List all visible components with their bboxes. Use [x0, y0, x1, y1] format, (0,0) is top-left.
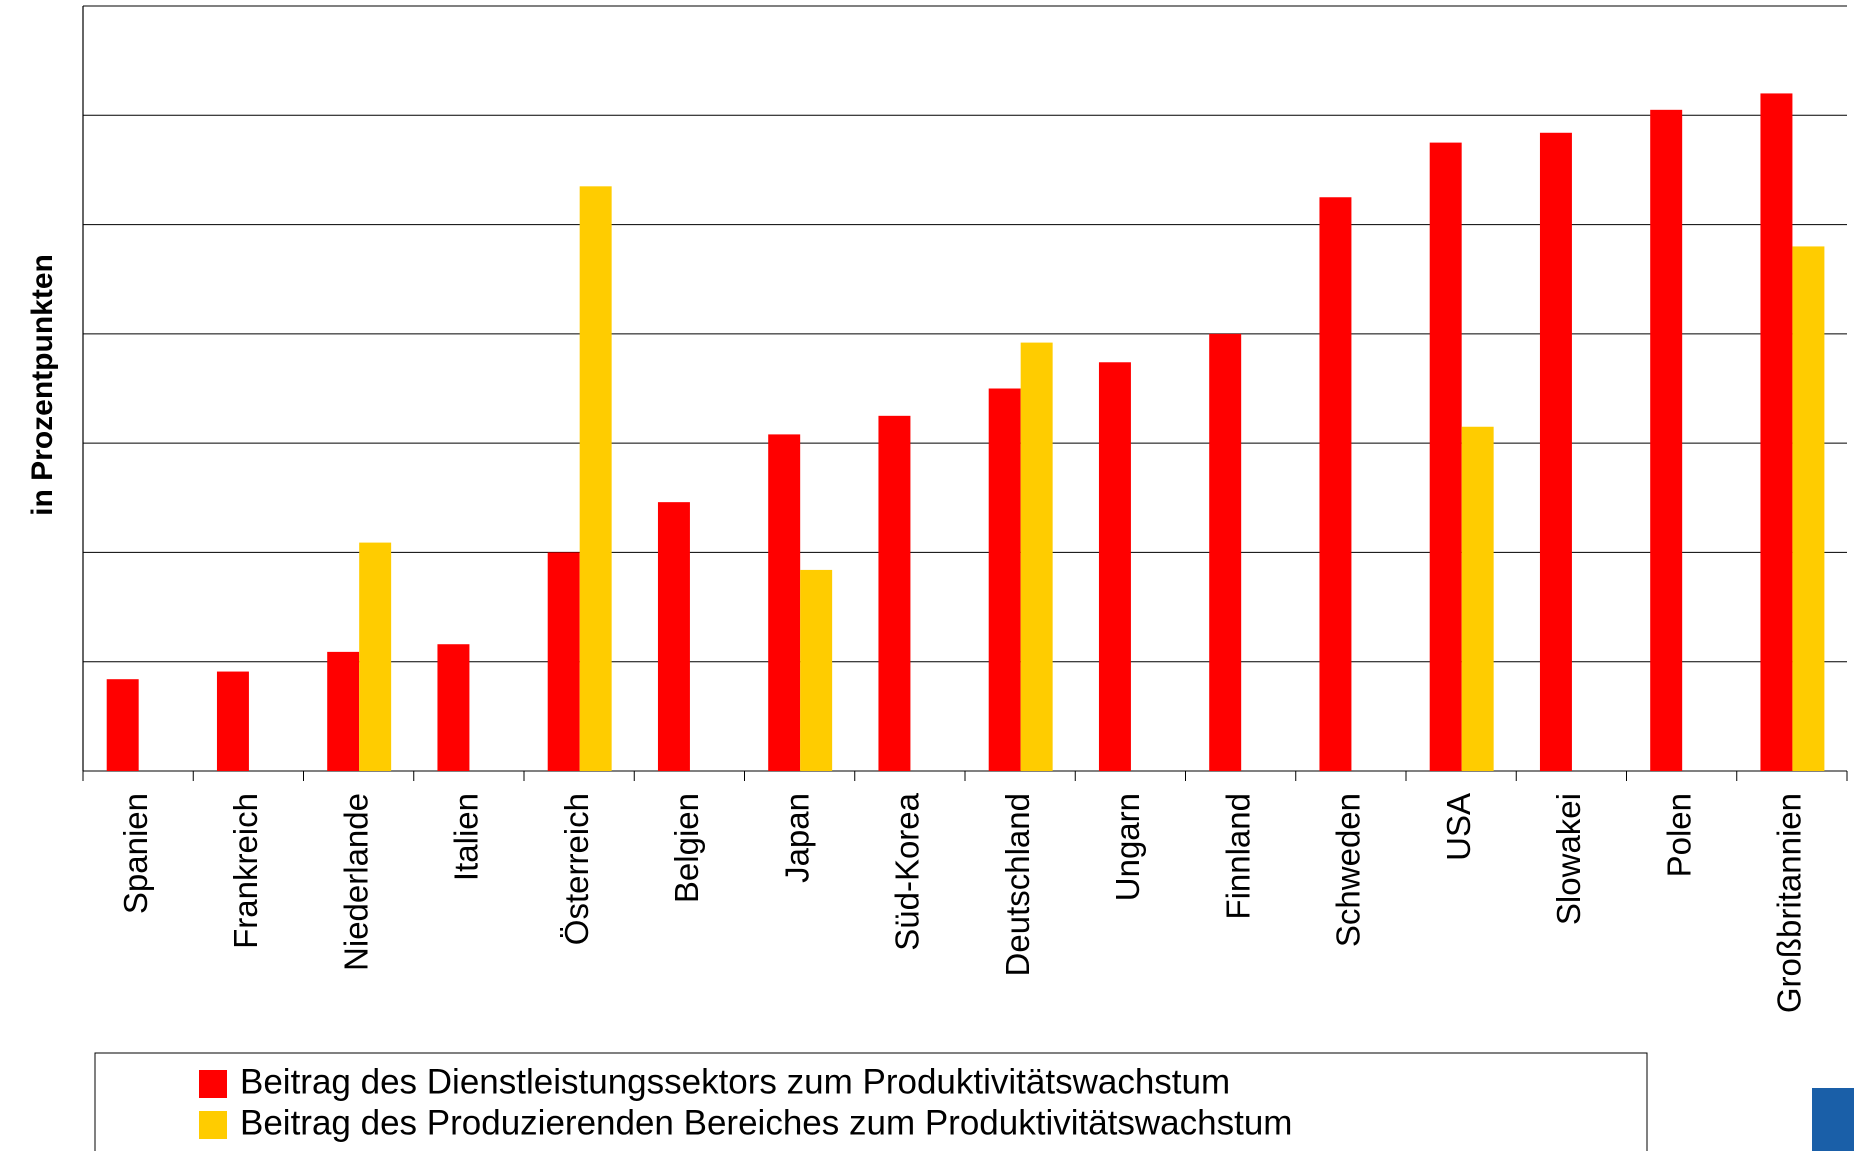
bar	[327, 651, 360, 771]
bar	[878, 415, 911, 771]
bar	[106, 679, 139, 771]
bar	[1650, 109, 1683, 772]
x-tick-label: Frankreich	[227, 793, 264, 949]
x-tick-label: Italien	[448, 793, 485, 881]
bar	[1539, 132, 1572, 771]
bar	[1209, 333, 1242, 771]
legend-label: Beitrag des Produzierenden Bereiches zum…	[240, 1103, 1292, 1142]
x-tick-label: Polen	[1660, 793, 1697, 877]
y-axis-label: in Prozentpunkten	[26, 254, 59, 516]
x-tick-label: Niederlande	[337, 793, 374, 971]
bar	[1461, 426, 1494, 771]
x-tick-label: Japan	[778, 793, 815, 883]
x-tick-label: Slowakei	[1550, 793, 1587, 925]
x-tick-label: Deutschland	[999, 793, 1036, 976]
bar	[800, 569, 833, 771]
x-tick-label: Ungarn	[1109, 793, 1146, 901]
x-tick-label: Schweden	[1330, 793, 1367, 947]
x-tick-label: Süd-Korea	[889, 792, 926, 950]
bar	[768, 434, 801, 771]
legend-label: Beitrag des Dienstleistungssektors zum P…	[240, 1062, 1230, 1101]
bar	[1760, 93, 1793, 771]
bar	[1429, 142, 1462, 771]
bar	[1098, 362, 1131, 771]
x-tick-label: Österreich	[558, 793, 595, 945]
legend-swatch	[199, 1111, 227, 1139]
bar	[359, 542, 392, 771]
bar	[437, 644, 470, 771]
bar	[1020, 342, 1053, 771]
logo	[1812, 1088, 1854, 1151]
legend-box	[94, 1052, 1648, 1151]
bar	[657, 502, 690, 771]
bar	[216, 671, 249, 771]
bar	[1792, 246, 1825, 771]
x-tick-label: Großbritannien	[1771, 793, 1808, 1013]
x-tick-label: Belgien	[668, 793, 705, 903]
legend-swatch	[199, 1070, 227, 1098]
x-tick-label: Spanien	[117, 793, 154, 914]
x-tick-label: USA	[1440, 793, 1477, 861]
bar	[1319, 197, 1352, 771]
bar	[547, 552, 580, 771]
x-tick-label: Finnland	[1219, 793, 1256, 920]
bar	[988, 388, 1021, 771]
bar	[579, 186, 612, 772]
